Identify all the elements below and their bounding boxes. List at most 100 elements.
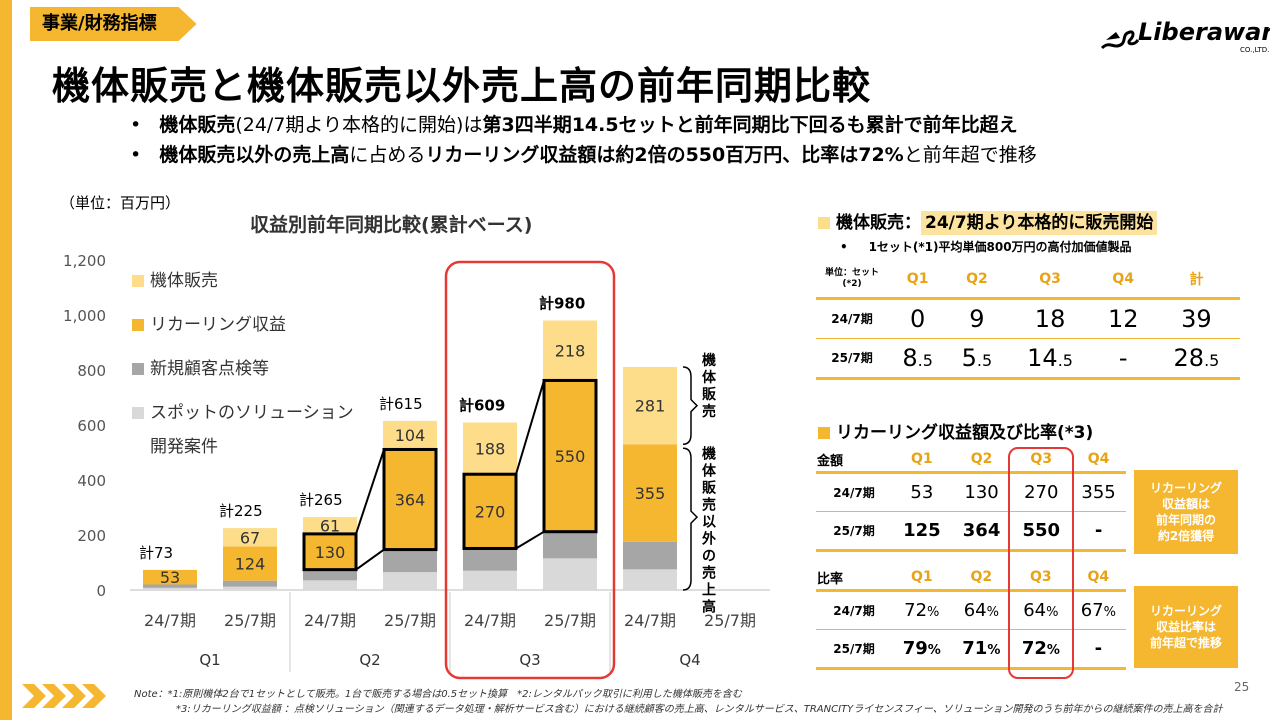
bar-segment [543,380,597,532]
table1-title: 機体販売： 24/7期より本格的に販売開始 [818,208,1158,235]
x-tick-label: 25/7期 [384,611,436,630]
bar-segment [463,570,517,590]
table-cell: 64% [963,599,999,621]
data-label: 281 [635,397,666,416]
bar-segment [383,549,437,573]
legend-item: 新規顧客点検等 [132,354,354,398]
x-tick-label: 25/7期 [704,611,756,630]
table-row: 25/7期 79% 71% 72% - [816,629,1126,668]
bar-segment [223,580,277,587]
bar-segment [223,586,277,590]
total-label: 計225 [219,502,263,520]
col-header: Q1 [910,569,933,586]
legend-item: スポットのソリューション [132,398,354,432]
footer-chevrons [22,684,132,712]
bar-segment [223,528,277,547]
highlight-outline [462,472,518,550]
recurring-ratio-table: 比率 Q1 Q2 Q3 Q4 24/7期 72% 64% 64% 67% 25/7期 79% 71% 72… [816,566,1126,670]
bar-segment [623,366,677,445]
table-cell: - [1094,637,1103,659]
q3-highlight [444,260,616,680]
bar-segment [623,541,677,570]
bullet-2: • 機体販売以外の売上高に占めるリカーリング収益額は約2倍の550百万円、比率は… [130,144,1037,166]
table2-title: リカーリング収益額及び比率(*3) [818,418,1093,443]
bar-segment [223,546,277,581]
col-header: Q3 [1030,451,1053,468]
bar-segment [303,533,357,570]
table-cell: 53 [910,481,934,503]
data-label: 53 [160,568,180,587]
table-cell: 28.5 [1173,343,1220,372]
bar-segment [623,569,677,590]
bullet-1: • 機体販売(24/7期より本格的に開始)は第3四半期14.5セットと前年同期比… [130,114,1018,136]
table-cell: 8.5 [902,343,933,372]
left-accent-bar [0,0,12,720]
data-label: 364 [395,491,426,510]
footnote-2: *3:リカーリング収益額 ：点検ソリューション（関連するデータ処理・解析サービス… [176,704,1223,715]
bracket-bottom-label: 機体販売以外の売上高 [702,445,717,615]
y-tick-label: 0 [96,582,106,600]
company-logo: Liberaware CO.,LTD. [1100,10,1280,56]
bar-segment [463,548,517,571]
chart-legend: 機体販売 リカーリング収益 新規顧客点検等 スポットのソリューション 開発案件 [132,266,354,457]
bullet-dot: • [130,144,160,166]
unit-cell: 単位：セット (*2) [824,268,879,290]
data-label: 550 [555,447,586,466]
table-row: 25/7期 8.5 5.5 14.5-28.5 [816,338,1240,378]
bar-segment [543,320,597,381]
highlight-outline [542,378,598,534]
bar-segment [303,569,357,581]
table-cell: - [1094,519,1103,541]
y-tick-label: 400 [77,472,106,490]
total-label: 計980 [539,295,585,313]
chart-title: 収益別前年同期比較(累計ベース) [250,214,533,236]
bar-segment [463,422,517,475]
table-cell: 5.5 [961,343,993,372]
y-tick-label: 800 [77,362,106,380]
bracket-machine [682,366,699,445]
bar-segment [383,449,437,550]
table-cell: 12 [1107,304,1139,333]
logo-sub: CO.,LTD. [1240,46,1269,54]
col-header: Q1 [911,451,933,468]
table-row: 25/7期 125 364 550- [816,511,1126,550]
total-label: 計609 [459,397,505,415]
legend-item: リカーリング収益 [132,310,354,354]
bar-segment [303,580,357,590]
callout-ratio: リカーリング 収益比率は 前年超で推移 [1134,586,1238,668]
y-tick-label: 1,200 [63,252,106,270]
connector-line [515,380,545,475]
group-label: Q4 [679,651,700,669]
data-label: 188 [475,439,506,458]
x-tick-label: 24/7期 [304,611,356,630]
bar-segment [463,474,517,549]
highlight-outline [382,447,438,552]
table-cell: 79% [902,637,941,659]
connector-line [355,449,385,535]
table1-subnote: • 1セット(*1)平均単価800万円の高付加価値製品 [840,240,1132,254]
footnote-1: Note：*1:原則機体2台で1セットとして販売。1台で販売する場合は0.5セッ… [134,689,742,700]
recurring-amount-table: 金額 Q1 Q2 Q3 Q4 24/7期 53 130 270 355 25/7期 125 364 550… [816,448,1126,552]
col-header: Q3 [1039,271,1061,288]
data-label: 67 [240,528,260,547]
table-cell: 130 [964,481,999,503]
bracket-other [682,447,699,591]
table-cell: 67% [1080,599,1116,621]
group-label: Q1 [199,651,220,669]
connector-line [515,530,545,550]
bar-segment [143,587,197,590]
x-tick-label: 24/7期 [624,611,676,630]
chart-unit: （単位：百万円） [60,194,181,212]
bar-segment [383,420,437,450]
col-header: Q1 [906,271,929,288]
y-tick-label: 600 [77,417,106,435]
table-cell: 125 [903,519,941,541]
total-label: 計265 [299,491,343,509]
connector-line [355,548,385,571]
table-cell: 270 [1024,481,1059,503]
table-cell: 550 [1022,519,1061,541]
highlight-outline [302,532,358,572]
bar-segment [303,517,357,534]
table-cell: - [1118,343,1128,372]
table-cell: 9 [969,304,985,333]
